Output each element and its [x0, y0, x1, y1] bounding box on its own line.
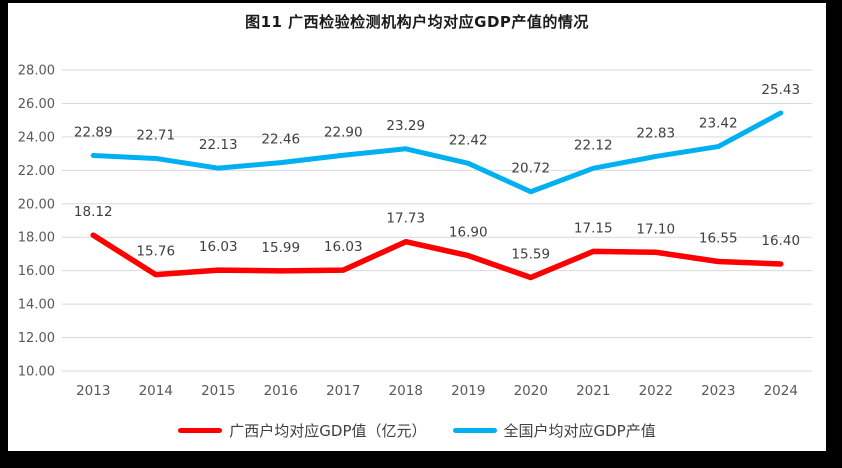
data-label: 16.55	[699, 230, 738, 246]
x-axis-label: 2024	[764, 383, 798, 399]
data-label: 15.59	[511, 247, 550, 263]
x-axis-label: 2015	[201, 383, 235, 399]
data-label: 22.46	[261, 132, 300, 148]
legend-line-icon-national	[452, 428, 497, 433]
data-label: 22.90	[324, 124, 363, 140]
legend-label-national: 全国户均对应GDP产值	[503, 422, 656, 440]
line-chart: 10.00 12.00 14.00 16.00 18.00 20.00 22.00 24.00…	[18, 64, 812, 399]
series-line	[90, 232, 784, 281]
x-axis-label: 2023	[701, 383, 735, 399]
data-label: 16.03	[324, 239, 363, 255]
x-axis-label: 2017	[326, 383, 360, 399]
y-axis-label: 10.00	[18, 365, 55, 380]
data-label: 16.03	[199, 239, 238, 255]
chart-title: 图11 广西检验检测机构户均对应GDP产值的情况	[245, 13, 589, 31]
data-label: 22.89	[74, 124, 113, 140]
data-label: 23.42	[699, 116, 738, 132]
data-label: 25.43	[761, 82, 800, 98]
x-axis-label: 2022	[639, 383, 673, 399]
x-axis-label: 2014	[139, 383, 173, 399]
legend-item-national: 全国户均对应GDP产值	[452, 420, 656, 441]
y-axis-label: 18.00	[18, 231, 55, 246]
data-label: 22.83	[636, 125, 675, 141]
data-label: 15.99	[261, 240, 300, 256]
legend-item-guangxi: 广西户均对应GDP值（亿元）	[178, 420, 427, 441]
y-axis-label: 22.00	[18, 164, 55, 179]
data-label: 22.12	[574, 137, 613, 153]
x-axis-label: 2018	[389, 383, 423, 399]
y-axis-label: 12.00	[18, 331, 55, 346]
data-label: 17.15	[574, 220, 613, 236]
y-axis-label: 26.00	[18, 97, 55, 112]
legend-label-guangxi: 广西户均对应GDP值（亿元）	[229, 422, 427, 440]
y-axis-label: 14.00	[18, 298, 55, 313]
data-label: 22.71	[136, 127, 175, 143]
y-axis-label: 16.00	[18, 264, 55, 279]
x-axis-label: 2019	[451, 383, 485, 399]
y-axis-label: 20.00	[18, 197, 55, 212]
x-axis-label: 2013	[76, 383, 110, 399]
legend: 广西户均对应GDP值（亿元） 全国户均对应GDP产值	[8, 420, 826, 441]
data-label: 18.12	[74, 204, 113, 220]
data-label: 23.29	[386, 118, 425, 134]
y-axis-label: 28.00	[18, 64, 55, 79]
data-label: 22.42	[449, 132, 488, 148]
x-axis-label: 2020	[514, 383, 548, 399]
data-label: 17.10	[636, 221, 675, 237]
data-label: 16.90	[449, 225, 488, 241]
series-line	[90, 110, 784, 195]
data-label: 15.76	[136, 244, 175, 260]
data-label: 22.13	[199, 137, 238, 153]
y-axis-label: 24.00	[18, 130, 55, 145]
legend-line-icon-guangxi	[178, 428, 223, 433]
data-label: 16.40	[761, 233, 800, 249]
data-label: 17.73	[386, 211, 425, 227]
x-axis-label: 2016	[264, 383, 298, 399]
x-axis-label: 2021	[576, 383, 610, 399]
data-label: 20.72	[511, 161, 550, 177]
